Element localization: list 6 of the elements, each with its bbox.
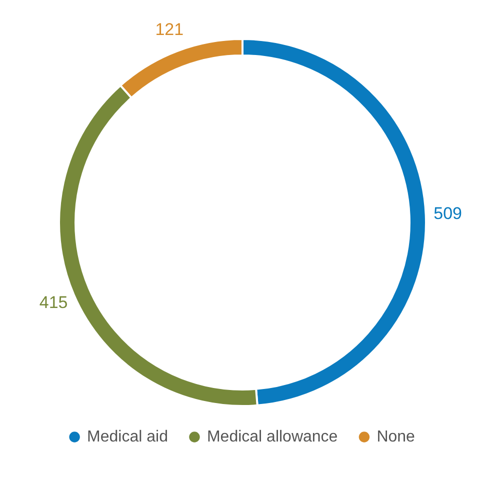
legend-label: Medical aid [87,428,168,446]
legend-label: Medical allowance [206,428,338,446]
data-label: 509 [434,204,462,223]
legend-label: None [376,428,416,446]
data-label: 121 [155,20,184,40]
data-label: 415 [39,293,68,312]
